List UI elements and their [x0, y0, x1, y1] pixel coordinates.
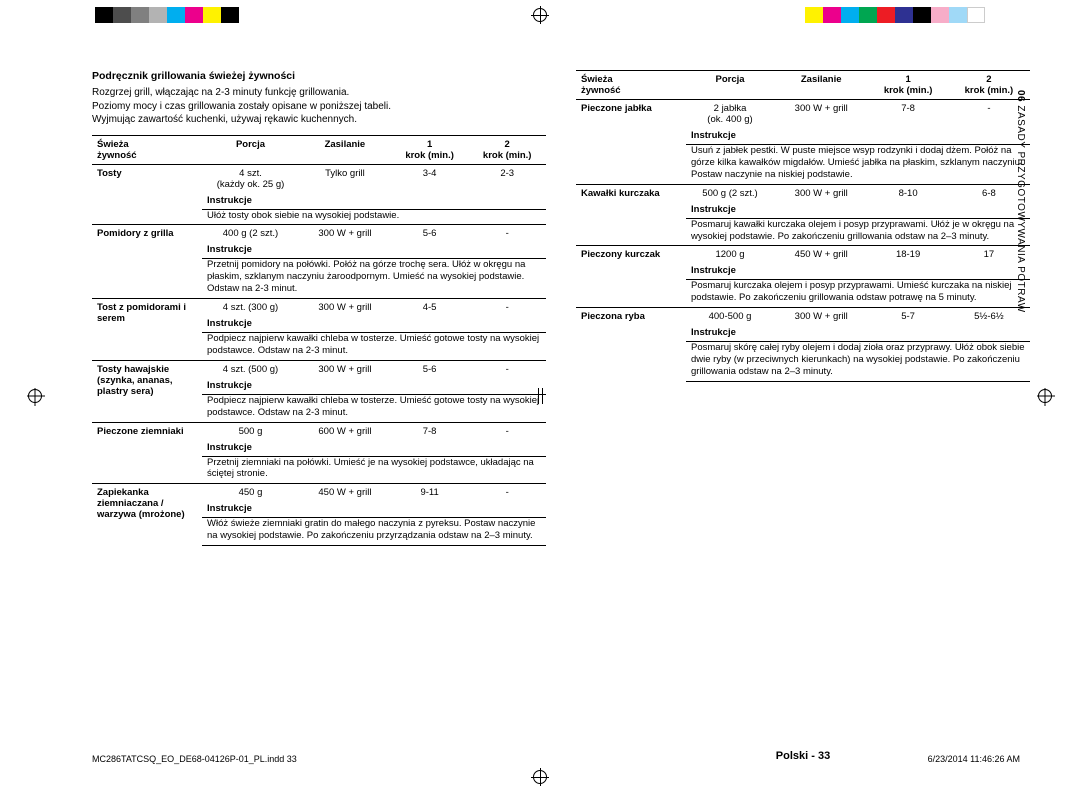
- page-content: Podręcznik grillowania świeżej żywności …: [92, 70, 1030, 732]
- section-title: Podręcznik grillowania świeżej żywności: [92, 70, 546, 82]
- registration-target-icon: [28, 389, 42, 403]
- right-column: Świeżażywność Porcja Zasilanie 1krok (mi…: [576, 70, 1030, 732]
- registration-marks-top: [0, 5, 1080, 25]
- grill-table-right: Świeżażywność Porcja Zasilanie 1krok (mi…: [576, 70, 1030, 382]
- registration-target-icon: [533, 8, 547, 22]
- color-bar-right: [805, 7, 985, 23]
- color-bar-left: [95, 7, 239, 23]
- footer-timestamp: 6/23/2014 11:46:26 AM: [928, 754, 1020, 764]
- left-column: Podręcznik grillowania świeżej żywności …: [92, 70, 546, 732]
- registration-target-icon: [533, 770, 547, 784]
- registration-target-icon: [1038, 389, 1052, 403]
- intro-text: Rozgrzej grill, włączając na 2-3 minuty …: [92, 86, 546, 127]
- grill-table-left: Świeżażywność Porcja Zasilanie 1krok (mi…: [92, 135, 546, 547]
- page-number: Polski - 33: [776, 750, 830, 762]
- section-tab-label: 06 ZASADY PRZYGOTOWYWANIA POTRAW: [1015, 90, 1026, 313]
- footer-filename: MC286TATCSQ_EO_DE68-04126P-01_PL.indd 33: [92, 754, 297, 764]
- registration-marks-bottom: [0, 767, 1080, 787]
